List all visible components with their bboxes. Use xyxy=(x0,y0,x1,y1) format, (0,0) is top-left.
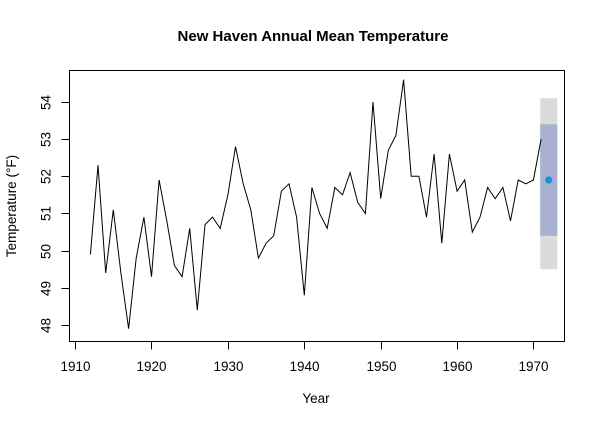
y-axis-tick-label: 53 xyxy=(39,132,54,147)
y-axis-tick-label: 49 xyxy=(39,281,54,296)
y-axis-tick-label: 54 xyxy=(39,95,54,111)
temperature-series-line xyxy=(89,79,542,329)
y-axis-tick-label: 51 xyxy=(39,206,54,221)
x-axis-tick-label: 1930 xyxy=(213,359,243,374)
plot-area: 1910 1920 1930 1940 1950 1960 1970 48 49 50 51 52 53… xyxy=(39,70,565,374)
plot-box xyxy=(69,70,565,342)
x-axis-tick-label: 1940 xyxy=(289,359,319,374)
x-axis-title: Year xyxy=(302,391,330,406)
x-axis-tick-label: 1920 xyxy=(136,359,166,374)
x-axis-tick-label: 1970 xyxy=(518,359,548,374)
y-axis-tick-label: 50 xyxy=(39,244,54,259)
chart-title: New Haven Annual Mean Temperature xyxy=(178,28,449,45)
y-axis-tick-label: 52 xyxy=(39,169,54,184)
x-axis-tick-label: 1950 xyxy=(366,359,396,374)
y-axis-tick-label: 48 xyxy=(39,318,54,333)
forecast-point xyxy=(545,176,553,184)
x-axis-tick-label: 1910 xyxy=(60,359,90,374)
y-axis-title: Temperature (°F) xyxy=(4,155,19,257)
x-axis-tick-label: 1960 xyxy=(442,359,472,374)
